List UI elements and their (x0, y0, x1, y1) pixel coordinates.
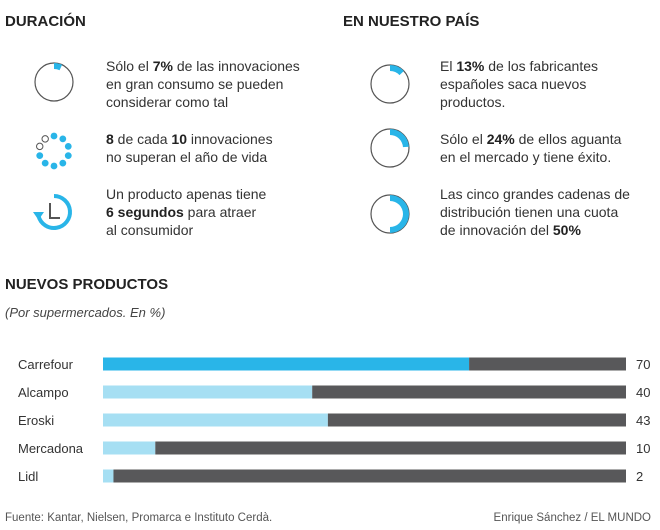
bar-value-lidl (103, 469, 114, 483)
bar-data-label-alcampo: 40 (636, 385, 650, 400)
bar-data-label-lidl: 2 (636, 469, 643, 484)
bar-label-carrefour: Carrefour (18, 357, 74, 372)
bar-value-mercadona (103, 441, 156, 455)
duracion-stat-innovation-text: Sólo el 7% de las innovaciones en gran c… (106, 58, 300, 110)
chart-title: NUEVOS PRODUCTOS (5, 276, 169, 293)
chart-subtitle: (Por supermercados. En %) (5, 305, 166, 320)
bar-remainder-lidl (113, 469, 626, 483)
dots-8-of-10-icon (36, 132, 72, 170)
pie-7-percent-icon (34, 62, 74, 102)
bar-remainder-alcampo (312, 385, 626, 399)
pie-50-percent-icon (370, 194, 410, 234)
pais-stat-manufacturers-text: El 13% de los fabricantes españoles saca… (440, 58, 598, 110)
duracion-title: DURACIÓN (5, 13, 86, 30)
pais-stat-chains-text: Las cinco grandes cadenas de distribució… (440, 186, 630, 238)
bar-value-carrefour (103, 357, 470, 371)
bar-remainder-carrefour (469, 357, 626, 371)
bar-remainder-eroski (327, 413, 626, 427)
duracion-stat-attention-text: Un producto apenas tiene 6 segundos para… (106, 186, 267, 238)
supermarket-bar-chart: Carrefour 70 Alcampo 40 Eroski 43 Mercadona 10 L… (18, 357, 650, 484)
bar-label-alcampo: Alcampo (18, 385, 69, 400)
duracion-stat-survival-text: 8 de cada 10 innovaciones no superan el … (106, 131, 273, 165)
bar-value-alcampo (103, 385, 313, 399)
clock-rewind-icon (33, 194, 72, 230)
bar-data-label-eroski: 43 (636, 413, 650, 428)
source-note: Fuente: Kantar, Nielsen, Promarca e Inst… (5, 512, 273, 524)
author-credit: Enrique Sánchez / EL MUNDO (493, 512, 651, 524)
bar-data-label-mercadona: 10 (636, 441, 650, 456)
pais-title: EN NUESTRO PAÍS (343, 13, 480, 30)
pie-13-percent-icon (370, 64, 410, 104)
pais-stat-success-text: Sólo el 24% de ellos aguanta en el merca… (440, 131, 622, 165)
bar-remainder-mercadona (155, 441, 627, 455)
bar-label-lidl: Lidl (18, 469, 38, 484)
bar-value-eroski (103, 413, 328, 427)
bar-label-eroski: Eroski (18, 413, 54, 428)
bar-label-mercadona: Mercadona (18, 441, 84, 456)
bar-data-label-carrefour: 70 (636, 357, 650, 372)
pie-24-percent-icon (370, 128, 410, 168)
